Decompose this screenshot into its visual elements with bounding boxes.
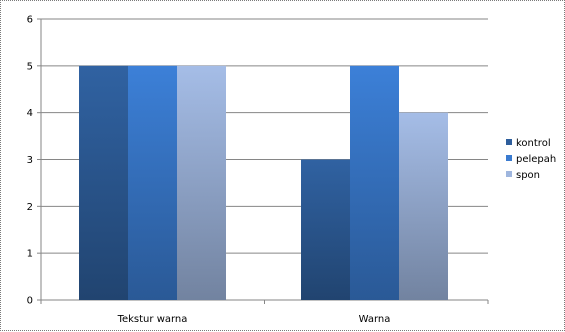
y-tick-label: 4 bbox=[27, 108, 33, 119]
bar-kontrol-2 bbox=[301, 159, 350, 300]
bar-kontrol-1 bbox=[79, 65, 128, 300]
y-tick-label: 3 bbox=[27, 155, 33, 166]
legend-label-pelepah: pelepah bbox=[516, 154, 556, 165]
y-tick-label: 0 bbox=[27, 296, 33, 307]
y-tick-label: 2 bbox=[27, 202, 33, 213]
x-category-label: Warna bbox=[359, 314, 391, 325]
legend-label-kontrol: kontrol bbox=[516, 138, 551, 149]
y-tick-label: 6 bbox=[27, 15, 33, 26]
bar-pelepah-1 bbox=[128, 65, 177, 300]
bar-spon-2 bbox=[399, 112, 448, 301]
legend-label-spon: spon bbox=[516, 170, 540, 181]
legend-swatch-kontrol bbox=[506, 139, 512, 145]
axis-labels: 0 1 2 3 4 5 6 Tekstur warna Warna bbox=[27, 15, 391, 326]
y-tick-label: 5 bbox=[27, 61, 33, 72]
x-category-label: Tekstur warna bbox=[117, 314, 188, 325]
legend-swatch-spon bbox=[506, 171, 512, 177]
legend-swatch-pelepah bbox=[506, 155, 512, 161]
bar-pelepah-2 bbox=[350, 65, 399, 300]
legend: kontrol pelepah spon bbox=[506, 138, 556, 181]
y-tick-label: 1 bbox=[27, 249, 33, 260]
bar-spon-1 bbox=[177, 65, 226, 300]
bars bbox=[79, 65, 448, 301]
